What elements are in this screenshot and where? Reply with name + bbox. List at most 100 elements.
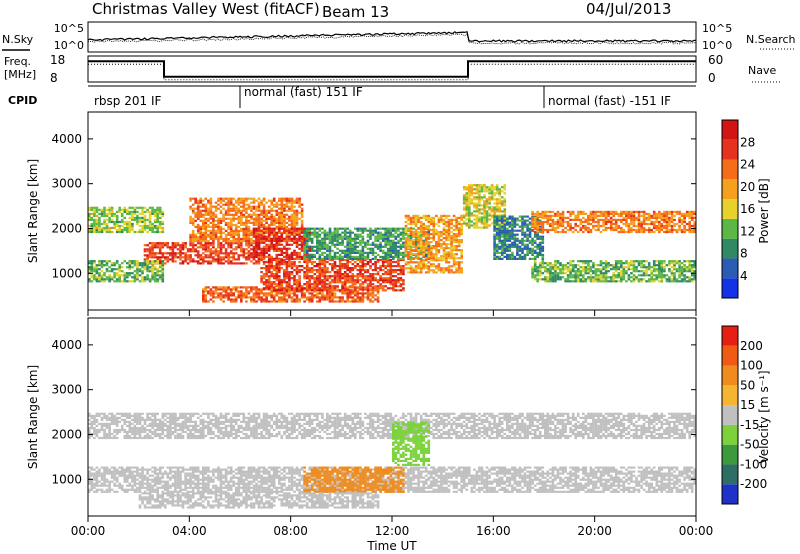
- power-cell: [384, 267, 387, 270]
- power-cell: [447, 218, 451, 221]
- power-cell: [278, 207, 281, 210]
- power-cell: [663, 230, 666, 234]
- power-cell: [156, 246, 159, 249]
- power-cell: [323, 237, 327, 240]
- power-cell: [376, 258, 380, 262]
- power-cell: [348, 285, 352, 288]
- power-cell: [399, 289, 403, 292]
- power-cell: [354, 298, 357, 301]
- power-cell: [622, 210, 626, 213]
- power-cell: [323, 294, 327, 297]
- power-cell: [250, 229, 253, 232]
- power-cell: [354, 283, 357, 286]
- power-cell: [374, 285, 377, 288]
- power-cell: [658, 226, 661, 230]
- power-cell: [392, 275, 395, 278]
- power-cell: [445, 237, 448, 240]
- power-cell: [313, 255, 317, 258]
- power-cell: [280, 279, 284, 282]
- power-cell: [576, 216, 580, 219]
- power-cell: [414, 247, 418, 250]
- power-cell: [110, 230, 114, 234]
- power-cell: [419, 235, 423, 238]
- power-cell: [376, 300, 380, 303]
- power-cell: [498, 219, 501, 222]
- power-cell: [346, 245, 349, 248]
- power-cell: [245, 242, 248, 245]
- power-cell: [295, 251, 299, 254]
- power-cell: [219, 237, 223, 241]
- power-cell: [379, 258, 382, 262]
- power-cell: [399, 283, 403, 286]
- power-cell: [308, 283, 311, 286]
- power-cell: [227, 209, 230, 212]
- power-cell: [338, 237, 342, 240]
- power-cell: [430, 233, 433, 236]
- power-cell: [260, 217, 263, 220]
- power-cell: [310, 263, 314, 266]
- power-cell: [295, 269, 299, 272]
- power-cell: [303, 233, 306, 236]
- power-cell: [169, 254, 172, 257]
- power-cell: [447, 265, 451, 268]
- power-cell: [488, 196, 491, 199]
- power-cell: [267, 285, 271, 288]
- power-cell: [285, 237, 289, 241]
- power-cell: [356, 257, 360, 260]
- power-cell: [272, 219, 276, 222]
- power-cell: [447, 224, 451, 228]
- power-cell: [437, 267, 441, 270]
- power-cell: [541, 216, 545, 219]
- power-cell: [290, 287, 294, 290]
- nsky-trace: [87, 30, 697, 43]
- power-cell: [402, 273, 405, 276]
- power-cell: [361, 281, 365, 284]
- power-cell: [298, 260, 301, 264]
- power-cell: [566, 262, 570, 265]
- power-cell: [478, 212, 481, 215]
- power-cell: [204, 213, 208, 216]
- power-cell: [293, 263, 296, 266]
- power-cell: [394, 255, 398, 258]
- power-cell: [531, 253, 534, 256]
- power-cell: [409, 257, 413, 260]
- power-cell: [290, 205, 294, 208]
- power-cell: [202, 262, 205, 265]
- power-cell: [538, 253, 542, 256]
- power-cell: [229, 199, 233, 202]
- power-cell: [414, 243, 418, 246]
- power-cell: [196, 260, 200, 263]
- power-cell: [427, 214, 431, 217]
- power-cell: [412, 245, 415, 248]
- power-cell: [250, 239, 253, 243]
- power-cell: [475, 216, 479, 219]
- power-cell: [508, 225, 512, 228]
- power-cell: [331, 285, 334, 288]
- power-cell: [389, 281, 393, 284]
- power-cell: [293, 275, 296, 278]
- power-cell: [323, 285, 327, 288]
- power-cell: [95, 210, 99, 213]
- power-cell: [642, 214, 646, 217]
- power-cell: [280, 258, 284, 262]
- power-cell: [247, 227, 251, 230]
- power-cell: [440, 247, 443, 250]
- power-cell: [495, 219, 499, 222]
- power-cell: [541, 214, 545, 217]
- power-cell: [361, 296, 365, 299]
- power-cell: [113, 220, 116, 224]
- power-cell: [490, 214, 494, 217]
- power-cell: [184, 242, 187, 245]
- power-cell: [151, 226, 154, 230]
- power-cell: [293, 235, 296, 238]
- power-cell: [493, 217, 496, 220]
- power-cell: [209, 203, 213, 206]
- power-cell: [668, 222, 671, 226]
- power-cell: [270, 227, 273, 230]
- power-cell: [227, 211, 230, 214]
- power-cell: [478, 184, 481, 187]
- power-cell: [495, 227, 499, 230]
- power-cell: [478, 198, 481, 201]
- power-cell: [409, 228, 413, 232]
- power-cell: [376, 287, 380, 290]
